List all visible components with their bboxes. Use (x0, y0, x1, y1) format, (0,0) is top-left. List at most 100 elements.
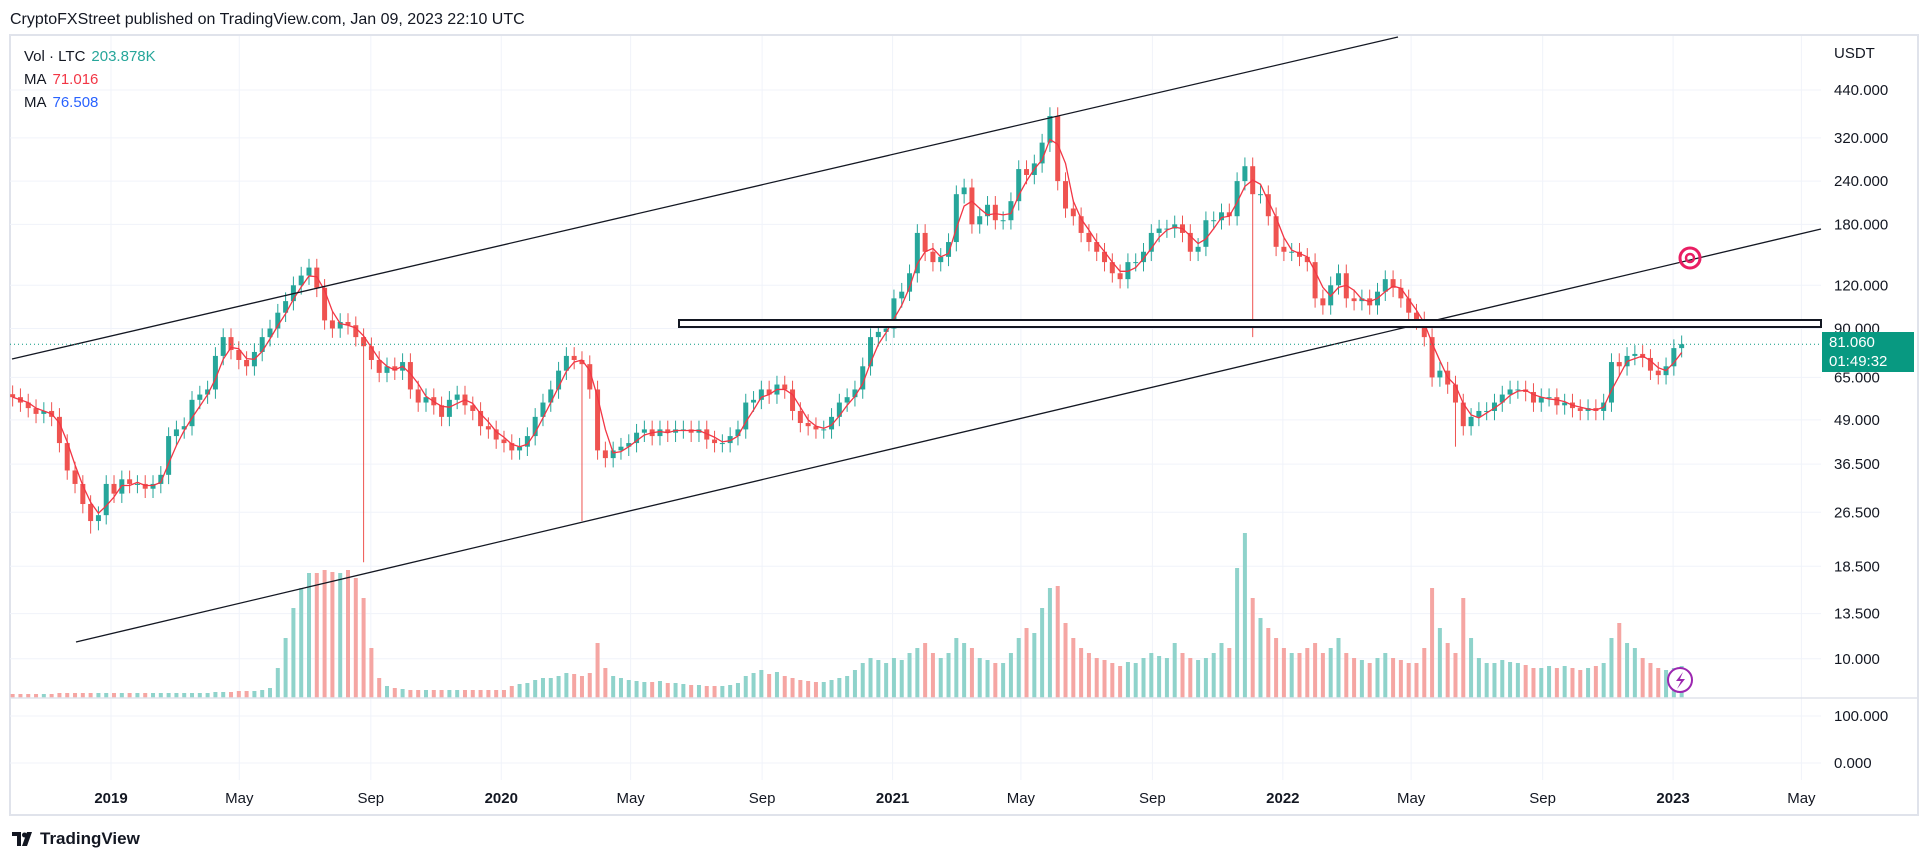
volume-bar (470, 690, 475, 698)
volume-bar (1320, 653, 1325, 698)
candle-body (805, 423, 811, 427)
candle (1530, 383, 1536, 412)
candle (1117, 264, 1123, 289)
candle-body (524, 436, 530, 447)
volume-bar (377, 678, 382, 698)
candle-body (173, 429, 179, 437)
candle (1312, 253, 1318, 308)
upper-channel-trendline[interactable] (11, 36, 1399, 360)
candle-body (1538, 397, 1544, 403)
time-tick-label: May (1397, 790, 1426, 807)
volume-bar (197, 693, 202, 698)
volume-bar (626, 680, 631, 698)
lower-channel-trendline[interactable] (75, 228, 1822, 643)
candle-body (548, 389, 554, 403)
candle (1055, 107, 1061, 191)
candle (103, 475, 109, 525)
candle-body (298, 275, 304, 286)
candle (415, 380, 421, 412)
candle (1289, 242, 1295, 262)
candle (478, 402, 484, 436)
candle-body (930, 251, 936, 263)
candle-body (1281, 246, 1287, 252)
candle-body (938, 256, 944, 263)
candle (821, 420, 827, 439)
drawings[interactable] (11, 36, 1822, 643)
price-tick-label: 120.000 (1834, 277, 1888, 294)
candle (1039, 133, 1045, 173)
volume-bar (1593, 666, 1598, 698)
time-axis[interactable]: 2019 May Sep 2020 May Sep 2021 May Sep 2022 May Sep… (94, 790, 1816, 807)
candle (1452, 375, 1458, 447)
time-tick-label: 2022 (1266, 790, 1299, 807)
candle (493, 420, 499, 449)
candle (1647, 349, 1653, 380)
volume-bar (26, 694, 31, 698)
volume-bar (1032, 633, 1037, 698)
candle (680, 420, 686, 439)
candle-body (992, 204, 998, 221)
candle (407, 353, 413, 399)
volume-bar (1492, 663, 1497, 698)
candle-body (961, 187, 967, 195)
volume-bar (1352, 658, 1357, 698)
event-lightning-icon[interactable] (1667, 667, 1693, 693)
volume-bar (1040, 608, 1045, 698)
target-alert-icon[interactable] (1678, 246, 1702, 270)
volume-bar (860, 663, 865, 698)
candle-body (1296, 251, 1302, 257)
legend-volume-row[interactable]: Vol · LTC 203.878K (24, 45, 156, 68)
volume-bar (330, 572, 335, 698)
legend-ma2-row[interactable]: MA 76.508 (24, 91, 156, 114)
candle-body (532, 416, 538, 437)
volume-bar (985, 660, 990, 698)
candle-body (1421, 320, 1427, 338)
candle-body (189, 399, 195, 427)
volume-bar (10, 694, 15, 698)
volume-bar (657, 681, 662, 698)
candle-body (1086, 232, 1092, 243)
candle (1148, 224, 1154, 262)
time-tick-label: May (1787, 790, 1816, 807)
candle-body (10, 394, 16, 398)
legend-ma1-row[interactable]: MA 71.016 (24, 68, 156, 91)
volume-bar (486, 690, 491, 698)
price-axis-currency: USDT (1834, 45, 1875, 62)
candle-body (1335, 273, 1341, 286)
bar-countdown: 01:49:32 (1829, 353, 1888, 370)
candle (1164, 219, 1170, 238)
volume-bar (650, 682, 655, 698)
candle (548, 380, 554, 412)
candle (977, 207, 983, 234)
price-tick-label: 65.000 (1834, 369, 1880, 386)
price-axis[interactable]: 440.000320.000240.000180.000120.00090.00… (1834, 82, 1888, 772)
last-price-value: 81.060 (1829, 334, 1875, 351)
candle-body (501, 439, 507, 444)
tradingview-logo[interactable]: TradingView (12, 829, 140, 849)
candle-body (1211, 220, 1217, 222)
candle-body (220, 337, 226, 356)
candle-body (641, 429, 647, 433)
candle-body (891, 298, 897, 329)
candle-body (657, 429, 663, 437)
candle (1250, 157, 1256, 338)
candle-body (1554, 397, 1560, 406)
candle (712, 430, 718, 453)
volume-bar (1367, 663, 1372, 698)
candle (1063, 172, 1069, 218)
volume-bar (1297, 653, 1302, 698)
candle (392, 357, 398, 380)
volume-bar (743, 676, 748, 698)
legend-ma1-label: MA (24, 71, 47, 88)
volume-bar (143, 693, 148, 698)
candle (595, 380, 601, 460)
candle (579, 351, 585, 522)
horizontal-resistance-zone[interactable] (678, 319, 1822, 328)
candle-body (337, 321, 343, 329)
volume-bar (1625, 643, 1630, 698)
volume-bar (1118, 666, 1123, 698)
volume-bar (611, 676, 616, 698)
volume-bar (1632, 648, 1637, 698)
volume-bar (790, 678, 795, 698)
